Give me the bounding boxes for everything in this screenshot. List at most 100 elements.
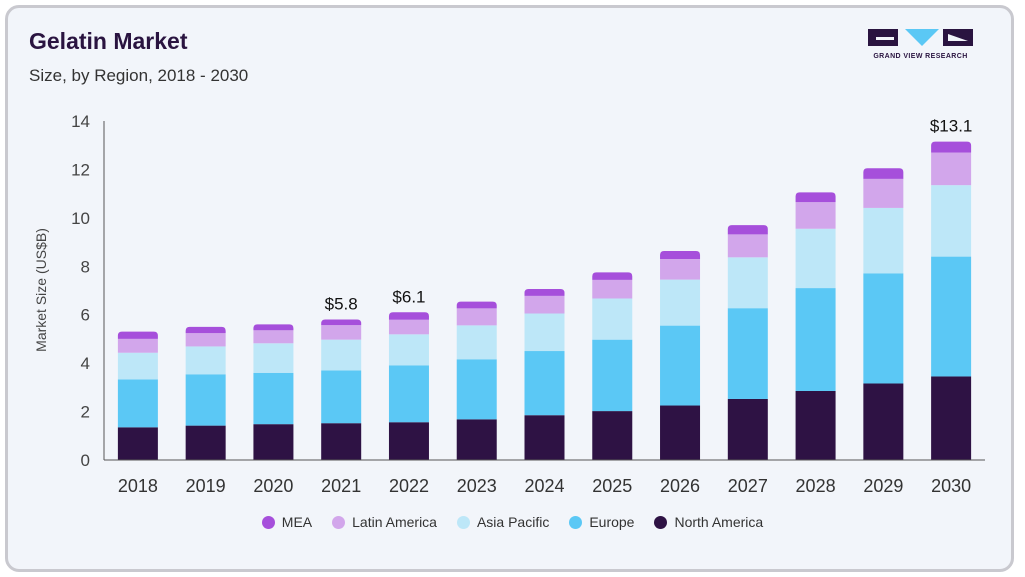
bar-segment: [524, 313, 565, 352]
bar-segment: [185, 425, 226, 460]
bar-segment: [117, 331, 158, 339]
x-tick-label: 2020: [253, 476, 293, 496]
bar-segment: [795, 390, 836, 460]
bar-stack-2025: [592, 272, 633, 460]
bar-stack-2026: [660, 251, 701, 460]
bar-stack-2020: [253, 324, 294, 460]
x-tick-label: 2029: [863, 476, 903, 496]
legend-item: MEA: [261, 514, 313, 530]
bar-segment: [863, 178, 904, 208]
bar-segment: [795, 228, 836, 289]
x-tick-label: 2025: [592, 476, 632, 496]
bar-stack-2021: [321, 319, 362, 460]
legend-item: Asia Pacific: [456, 514, 550, 530]
bar-segment: [524, 415, 565, 460]
bar-segment: [185, 346, 226, 375]
bar-segment: [727, 257, 768, 309]
x-tick-label: 2030: [931, 476, 971, 496]
bar-segment: [253, 324, 294, 331]
bar-segment: [931, 141, 972, 153]
bar-segment: [253, 330, 294, 344]
bar-segment: [321, 370, 362, 424]
bar-segment: [388, 334, 429, 366]
bar-segment: [863, 273, 904, 384]
bar-stack-2018: [117, 331, 158, 460]
bar-segment: [524, 351, 565, 416]
bar-segment: [524, 295, 565, 314]
bar-segment: [592, 279, 633, 299]
bar-segment: [388, 365, 429, 423]
legend-swatch: [261, 515, 275, 529]
x-tick-label: 2028: [796, 476, 836, 496]
legend-item: Europe: [569, 514, 634, 530]
bar-segment: [388, 422, 429, 460]
bar-stack-2023: [456, 301, 497, 460]
logo-text: GRAND VIEW RESEARCH: [873, 53, 968, 60]
bar-segment: [592, 272, 633, 280]
bar-segment: [727, 398, 768, 460]
bar-segment: [660, 325, 701, 406]
bar-segment: [388, 312, 429, 320]
x-axis: 2018 2019 2020 2021 2022 2023 2024 2025 2026 2027…: [104, 459, 985, 496]
y-tick-label: 4: [81, 354, 90, 373]
bar-segment: [321, 423, 362, 460]
data-label: $5.8: [325, 295, 358, 314]
bar-segment: [660, 251, 701, 260]
bar-segment: [863, 168, 904, 179]
bar-segment: [253, 343, 294, 373]
legend-item: North America: [654, 514, 763, 530]
bar-segment: [456, 419, 497, 460]
bar-segment: [117, 338, 158, 353]
y-tick-label: 2: [81, 403, 90, 422]
legend-label: MEA: [281, 514, 313, 530]
x-tick-label: 2022: [389, 476, 429, 496]
bar-segment: [185, 326, 226, 334]
bar-segment: [117, 427, 158, 460]
x-tick-label: 2026: [660, 476, 700, 496]
bar-segment: [592, 339, 633, 412]
x-tick-label: 2023: [457, 476, 497, 496]
y-tick-label: 0: [81, 451, 90, 470]
bar-segment: [117, 352, 158, 380]
logo-mark-icon: [868, 29, 973, 46]
grand-view-research-logo: GRAND VIEW RESEARCH: [868, 26, 973, 66]
bar-segment: [185, 374, 226, 426]
bar-segment: [660, 259, 701, 280]
legend-label: Europe: [589, 514, 635, 530]
bar-segment: [931, 376, 972, 460]
legend-label: Latin America: [352, 514, 437, 530]
legend-item: Latin America: [332, 514, 437, 530]
legend-swatch: [569, 515, 583, 529]
bar-stack-2019: [185, 326, 226, 460]
x-tick-label: 2019: [186, 476, 226, 496]
chart-title: Gelatin Market: [29, 28, 188, 54]
bar-segment: [456, 308, 497, 326]
bar-segment: [795, 202, 836, 229]
legend-label: Asia Pacific: [476, 514, 550, 530]
bar-segment: [456, 325, 497, 360]
bar-segment: [456, 301, 497, 309]
legend-swatch: [456, 515, 470, 529]
bar-stack-2030: [931, 141, 972, 460]
bar-stack-2029: [863, 168, 904, 460]
y-tick-label: 8: [81, 257, 90, 276]
chart-subtitle: Size, by Region, 2018 - 2030: [29, 66, 249, 85]
y-tick-label: 6: [81, 306, 90, 325]
x-tick-label: 2027: [728, 476, 768, 496]
bar-segment: [660, 405, 701, 460]
bar-segment: [185, 333, 226, 347]
bar-segment: [931, 185, 972, 257]
chart-card: [5, 5, 1014, 572]
legend: MEA Latin America Asia Pacific Europe North …: [0, 514, 1025, 530]
legend-label: North America: [674, 514, 764, 530]
y-axis: 0 2 4 6 8 10 12 14: [71, 112, 105, 470]
bar-segment: [456, 359, 497, 420]
data-label: $6.1: [392, 287, 425, 306]
data-label: $13.1: [930, 117, 973, 136]
x-tick-label: 2018: [118, 476, 158, 496]
bar-segment: [795, 288, 836, 391]
bar-segment: [321, 319, 362, 326]
legend-swatch: [654, 515, 668, 529]
x-tick-label: 2024: [524, 476, 564, 496]
